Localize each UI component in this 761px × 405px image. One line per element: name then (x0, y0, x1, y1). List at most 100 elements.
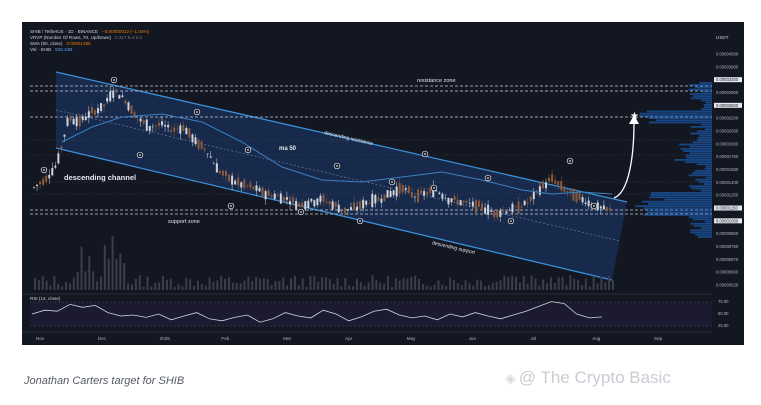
profile-bar (646, 110, 712, 113)
volume-bar (379, 282, 382, 290)
volume-bar (212, 281, 215, 290)
candle-body (328, 201, 331, 205)
candle-body (185, 127, 188, 135)
volume-bar (414, 275, 417, 290)
price-axis[interactable]: 0.00004500 0.00003900 0.00003300 0.00002900… (714, 52, 742, 288)
candle-body (307, 200, 310, 209)
profile-bar (703, 106, 712, 108)
candle-body (252, 186, 255, 190)
volume-bar (99, 276, 102, 290)
pivot-marker-dot (359, 220, 361, 222)
candle-body (423, 191, 426, 196)
profile-bar (648, 203, 712, 205)
volume-bar (53, 276, 56, 290)
volume-bar (580, 285, 583, 290)
volume-bar (561, 276, 564, 290)
chart-canvas[interactable]: ★ resistance zone support zone descendin… (22, 22, 744, 345)
time-tick-label: 2025 (160, 336, 171, 341)
volume-bar (177, 284, 180, 290)
profile-bar (695, 233, 712, 236)
volume-bar (115, 259, 118, 290)
volume-bar (119, 253, 122, 290)
volume-bar (433, 284, 436, 290)
candle-body (520, 206, 523, 208)
volume-bar (305, 286, 308, 290)
candle-body (340, 209, 343, 211)
volume-bar (34, 278, 36, 290)
profile-bar (685, 154, 712, 157)
descending-channel-label: descending channel (64, 173, 136, 182)
candle-body (234, 180, 237, 185)
volume-bar (193, 285, 196, 290)
descending-resistance-line[interactable] (55, 71, 628, 203)
volume-bar (588, 286, 591, 290)
descending-support-line[interactable] (55, 147, 613, 281)
volume-bar (387, 275, 390, 290)
candle-body (548, 177, 551, 182)
candle-body (115, 89, 118, 91)
time-axis[interactable]: Nov Dec 2025 Feb Mar Apr May Jun Jul Aug Sep (36, 336, 663, 341)
profile-bar (700, 227, 712, 229)
volume-bar (92, 271, 95, 290)
volume-bar (96, 281, 99, 290)
chart-panel[interactable]: ★ resistance zone support zone descendin… (22, 22, 744, 345)
profile-bar (690, 126, 712, 128)
candle-body (368, 203, 371, 204)
candle-body (605, 207, 608, 211)
profile-bar (697, 130, 712, 133)
candle-body (517, 201, 520, 214)
candle-body (438, 192, 441, 194)
volume-bar (600, 276, 603, 290)
candle-body (218, 170, 221, 174)
candle-body (164, 124, 167, 127)
candle-body (420, 190, 423, 194)
candle-body (36, 184, 39, 186)
candle-body (157, 122, 160, 126)
volume-bar (41, 276, 44, 290)
volume-bar (608, 275, 611, 290)
target-arrow[interactable] (613, 121, 635, 199)
volume-bar (495, 281, 498, 290)
volume-bar (577, 279, 580, 290)
pivot-marker-dot (230, 205, 232, 207)
volume-bar (418, 278, 421, 290)
volume-bar (235, 282, 238, 290)
profile-bar (680, 148, 712, 150)
price-tick-label: 0.00002500 (716, 103, 739, 108)
candle-body (154, 125, 157, 127)
volume-bar (111, 236, 114, 290)
volume-bar (402, 278, 405, 290)
figure-caption: Jonathan Carters target for SHIB (24, 375, 185, 387)
candle-body (481, 203, 483, 211)
rsi-tick-label: 25.00 (718, 323, 729, 328)
pivot-marker-dot (43, 169, 45, 171)
pivot-markers (40, 76, 598, 225)
volume-bar (189, 279, 192, 290)
candle-body (450, 198, 453, 202)
rsi-axis: 75.00 50.00 25.00 (718, 299, 729, 328)
profile-bar (689, 93, 712, 95)
sma-value: 0.00001366 (66, 41, 91, 46)
pivot-marker-dot (336, 165, 338, 167)
price-tick-label: 0.00001250 (716, 193, 739, 198)
volume-bars (34, 236, 614, 290)
volume-bar (227, 277, 230, 290)
volume-bar (363, 285, 366, 290)
candle-body (371, 193, 374, 208)
ma50-line[interactable] (61, 113, 613, 195)
volume-bar (266, 278, 269, 290)
candle-body (267, 190, 270, 196)
rsi-line[interactable] (31, 301, 603, 323)
candle-body (560, 181, 563, 191)
rsi-label: RSI (14, close) (30, 296, 61, 301)
pivot-marker-dot (510, 220, 512, 222)
volume-bar (612, 280, 614, 290)
price-tick-label: 0.00004500 (716, 52, 739, 57)
candle-body (298, 203, 301, 207)
candle-body (301, 202, 304, 208)
header-symbol-row: SHIB / TetherUS · 1D · BINANCE −0.0000001… (30, 29, 153, 34)
profile-bar (694, 86, 712, 89)
candle-body (444, 198, 447, 199)
vrvp-label: VRVP (Number Of Rows, 70, Up/Down) (30, 35, 112, 40)
price-change: −0.00000012 (−1.04%) (102, 29, 150, 34)
